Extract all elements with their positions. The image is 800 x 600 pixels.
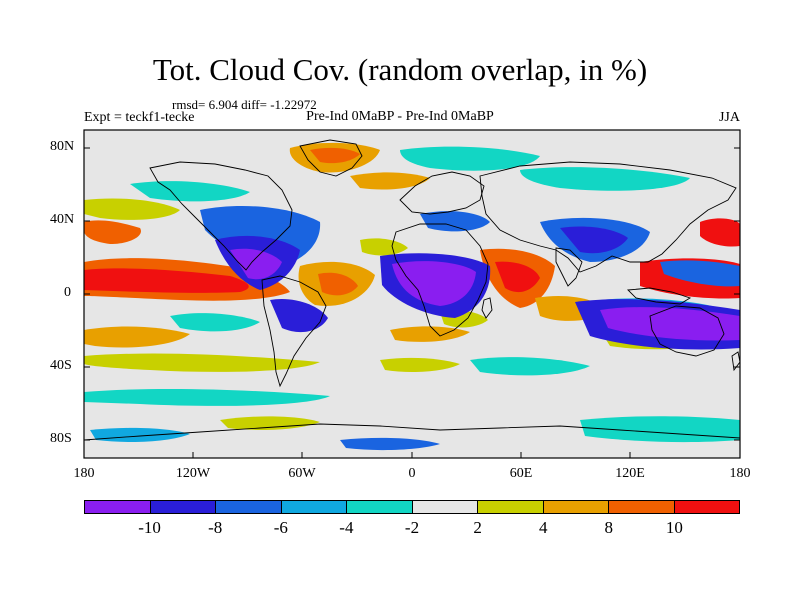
season-label: JJA bbox=[718, 110, 740, 125]
field-cyan-north-pacific bbox=[130, 181, 250, 202]
lat-tick-40n: 40N bbox=[50, 212, 75, 227]
colorbar-label-1: -8 bbox=[208, 518, 223, 537]
field-purple-indian-core bbox=[600, 307, 740, 341]
field-cyan-southern-ocean bbox=[84, 389, 330, 406]
colorbar-label-4: -2 bbox=[404, 518, 420, 537]
lon-tick-120w: 120W bbox=[175, 466, 211, 481]
colorbar-box-1 bbox=[150, 501, 216, 513]
colorbar-box-7 bbox=[543, 501, 609, 513]
field-blue-north-africa bbox=[420, 211, 490, 232]
lat-tick-0: 0 bbox=[64, 285, 71, 300]
colorbar-box-8 bbox=[609, 501, 675, 513]
field-south-atlantic-orange bbox=[390, 326, 470, 342]
lat-tick-40s: 40S bbox=[50, 358, 72, 373]
map-title: Tot. Cloud Cov. (random overlap, in %) bbox=[152, 52, 648, 87]
outline-north-america bbox=[149, 161, 293, 271]
colorbar-box-2 bbox=[216, 501, 282, 513]
colorbar-box-3 bbox=[281, 501, 347, 513]
outline-antarctica bbox=[83, 423, 741, 441]
outline-africa bbox=[391, 223, 489, 337]
lon-tick-180e: 180 bbox=[729, 466, 751, 481]
field-greenland-red bbox=[310, 147, 360, 164]
colorbar-label-8: 10 bbox=[665, 518, 683, 537]
colorbar-box-6 bbox=[478, 501, 544, 513]
colorbar-box-9 bbox=[674, 501, 739, 513]
outline-greenland bbox=[299, 139, 363, 177]
stats-label: rmsd= 6.904 diff= -1.22972 bbox=[172, 97, 317, 112]
lon-tick-0: 0 bbox=[408, 466, 416, 481]
lon-tick-180w: 180 bbox=[73, 466, 95, 481]
colorbar-box-0 bbox=[85, 501, 151, 513]
outline-asia bbox=[479, 161, 737, 273]
lon-tick-60e: 60E bbox=[509, 466, 533, 481]
field-tropical-pacific-core bbox=[84, 268, 249, 293]
comparison-label: Pre-Ind 0MaBP - Pre-Ind 0MaBP bbox=[306, 109, 494, 124]
colorbar-label-0: -10 bbox=[138, 518, 161, 537]
field-yellow-band-south bbox=[84, 353, 320, 372]
field-north-atlantic-orange bbox=[350, 172, 430, 190]
field-purple-asia-core bbox=[560, 226, 628, 254]
colorbar bbox=[84, 500, 740, 514]
colorbar-label-6: 4 bbox=[538, 518, 548, 537]
outline-india bbox=[555, 247, 583, 287]
field-purple-africa-core bbox=[392, 261, 476, 306]
anomaly-fields bbox=[84, 142, 740, 451]
axis-ticks bbox=[83, 147, 741, 458]
field-yellow-north-pacific bbox=[84, 198, 180, 220]
colorbar-label-5: 2 bbox=[473, 518, 482, 537]
field-blue-east-pacific bbox=[660, 260, 740, 287]
field-west-pacific-red bbox=[700, 218, 740, 247]
colorbar-label-7: 8 bbox=[604, 518, 614, 537]
field-arabian-sea-core bbox=[495, 261, 540, 293]
field-yellow-south-atlantic bbox=[380, 357, 460, 372]
colorbar-label-3: -4 bbox=[339, 518, 354, 537]
experiment-label: Expt = teckf1-tecke bbox=[84, 110, 195, 125]
field-yellow-antarctic bbox=[220, 416, 320, 430]
field-yellow-mid-atlantic bbox=[360, 238, 408, 256]
field-north-pacific-red bbox=[84, 220, 141, 244]
field-cyan-north-atlantic bbox=[400, 146, 540, 171]
field-southern-pacific-orange bbox=[84, 326, 190, 348]
colorbar-label-2: -6 bbox=[273, 518, 288, 537]
outline-indonesia bbox=[627, 287, 692, 305]
outline-south-america bbox=[261, 275, 327, 388]
field-cyan-south-pacific bbox=[170, 313, 260, 332]
field-atlantic-red bbox=[318, 272, 358, 296]
field-blue-antarctic bbox=[340, 437, 440, 451]
field-cyan-siberia bbox=[520, 167, 690, 191]
outline-madagascar bbox=[481, 297, 493, 319]
field-purple-central-core bbox=[230, 248, 282, 280]
lat-tick-80n: 80N bbox=[50, 139, 75, 154]
lon-tick-120e: 120E bbox=[615, 466, 645, 481]
field-blue-south-america bbox=[270, 298, 328, 333]
field-cyan-indian-south bbox=[470, 357, 590, 376]
lon-tick-60w: 60W bbox=[288, 466, 316, 481]
lat-tick-80s: 80S bbox=[50, 431, 72, 446]
outline-australia bbox=[649, 305, 725, 357]
colorbar-box-4 bbox=[347, 501, 413, 513]
field-cyan-antarctic-west bbox=[90, 427, 190, 442]
colorbar-box-5 bbox=[412, 501, 478, 513]
